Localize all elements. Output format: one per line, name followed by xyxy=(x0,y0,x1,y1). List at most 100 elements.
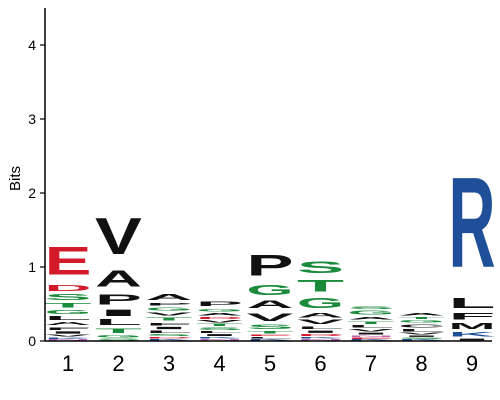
logo-letter-E: E xyxy=(247,334,294,336)
position-label: 2 xyxy=(112,351,124,376)
logo-letter-A: A xyxy=(247,298,294,311)
logo-letter-M: M xyxy=(449,322,496,331)
logo-letter-D: D xyxy=(297,334,344,337)
logo-letter-F: F xyxy=(449,311,496,321)
logo-letter-T: T xyxy=(398,317,445,320)
logo-letter-A: A xyxy=(146,293,193,302)
logo-glyphs: NKVIFALGTSDESGTLIPAVKDSLIFTVGPANKILSTVDA… xyxy=(45,151,496,341)
logo-letter-G: G xyxy=(348,310,395,316)
logo-letter-P: P xyxy=(196,300,243,307)
logo-letter-K: K xyxy=(449,331,496,338)
logo-letter-S: S xyxy=(95,338,142,341)
logo-letter-D: D xyxy=(196,317,243,320)
logo-letter-D: D xyxy=(146,337,193,339)
logo-letter-V: V xyxy=(146,311,193,316)
logo-letter-G: G xyxy=(45,309,92,315)
logo-letter-L: L xyxy=(449,295,496,311)
position-label: 5 xyxy=(264,351,276,376)
logo-letter-T: T xyxy=(196,323,243,327)
logo-letter-S: S xyxy=(297,258,344,276)
position-label: 1 xyxy=(62,351,74,376)
y-axis-title: Bits xyxy=(7,166,24,191)
logo-letter-N: N xyxy=(45,340,92,341)
logo-letter-G: G xyxy=(247,282,294,298)
logo-letter-V: V xyxy=(398,332,445,335)
logo-letter-I: I xyxy=(146,326,193,330)
logo-letter-S: S xyxy=(398,337,445,339)
logo-letter-E: E xyxy=(348,337,395,339)
logo-letter-I: I xyxy=(196,334,243,337)
logo-letter-V: V xyxy=(95,208,142,266)
y-tick-label: 4 xyxy=(28,37,36,53)
logo-letter-T: T xyxy=(348,320,395,324)
position-label: 3 xyxy=(163,351,175,376)
logo-letter-N: N xyxy=(297,339,344,341)
logo-letter-N: N xyxy=(196,339,243,341)
logo-letter-K: K xyxy=(398,340,445,341)
logo-letter-S: S xyxy=(146,334,193,337)
logo-letter-G: G xyxy=(196,308,243,312)
logo-letter-V: V xyxy=(247,311,294,324)
logo-letter-L: L xyxy=(95,318,142,327)
logo-letter-G: G xyxy=(398,320,445,324)
logo-letter-L: L xyxy=(196,331,243,334)
logo-letter-T: T xyxy=(146,317,193,322)
logo-letter-L: L xyxy=(398,328,445,332)
logo-letter-S: S xyxy=(348,305,395,309)
position-label: 9 xyxy=(466,351,478,376)
logo-letter-G: G xyxy=(297,295,344,311)
logo-letter-L: L xyxy=(297,325,344,329)
logo-letter-R: R xyxy=(449,151,496,295)
logo-letter-L: L xyxy=(146,330,193,334)
position-label: 4 xyxy=(213,351,225,376)
logo-letter-T: T xyxy=(247,331,294,335)
y-tick-label: 1 xyxy=(28,259,36,275)
logo-letter-I: I xyxy=(348,332,395,335)
logo-letter-D: D xyxy=(45,283,92,293)
logo-letter-K: K xyxy=(45,337,92,339)
y-tick-label: 2 xyxy=(28,185,36,201)
logo-letter-P: P xyxy=(146,302,193,306)
x-axis-position-labels: 1 2 3 4 5 6 7 8 9 xyxy=(62,351,478,376)
logo-letter-I: I xyxy=(449,338,496,341)
logo-letter-P: P xyxy=(95,291,142,307)
logo-letter-I: I xyxy=(297,330,344,334)
logo-letter-A: A xyxy=(398,312,445,316)
logo-letter-S: S xyxy=(45,293,92,302)
position-label: 8 xyxy=(415,351,427,376)
logo-letter-N: N xyxy=(348,335,395,337)
y-axis-ticks: 0 1 2 3 4 xyxy=(28,37,45,349)
logo-letter-G: G xyxy=(146,306,193,311)
logo-letter-C: C xyxy=(398,323,445,328)
logo-letter-T: T xyxy=(45,302,92,309)
logo-letter-T: T xyxy=(95,327,142,334)
logo-letter-K: K xyxy=(247,339,294,341)
logo-letter-S: S xyxy=(247,323,294,330)
logo-letter-V: V xyxy=(196,320,243,324)
logo-letter-K: K xyxy=(348,340,395,341)
logo-letter-I: I xyxy=(95,308,142,318)
logo-letter-L: L xyxy=(247,337,294,339)
position-label: 6 xyxy=(314,351,326,376)
logo-letter-T: T xyxy=(297,277,344,295)
logo-letter-E: E xyxy=(45,239,92,283)
logo-letter-L: L xyxy=(45,315,92,321)
logo-letter-I: I xyxy=(398,335,445,337)
logo-letter-G: G xyxy=(95,334,142,338)
logo-letter-K: K xyxy=(196,337,243,339)
logo-letter-V: V xyxy=(297,319,344,326)
logo-letter-A: A xyxy=(348,316,395,320)
logo-letter-V: V xyxy=(45,334,92,337)
y-tick-label: 3 xyxy=(28,111,36,127)
axes xyxy=(44,8,492,342)
logo-letter-F: F xyxy=(146,322,193,326)
logo-letter-P: P xyxy=(247,249,294,282)
logo-letter-V: V xyxy=(348,328,395,332)
position-label: 7 xyxy=(365,351,377,376)
logo-letter-A: A xyxy=(297,311,344,318)
logo-letter-F: F xyxy=(45,326,92,330)
logo-letter-A: A xyxy=(196,312,243,316)
y-tick-label: 0 xyxy=(28,333,36,349)
logo-letter-A: A xyxy=(45,321,92,326)
